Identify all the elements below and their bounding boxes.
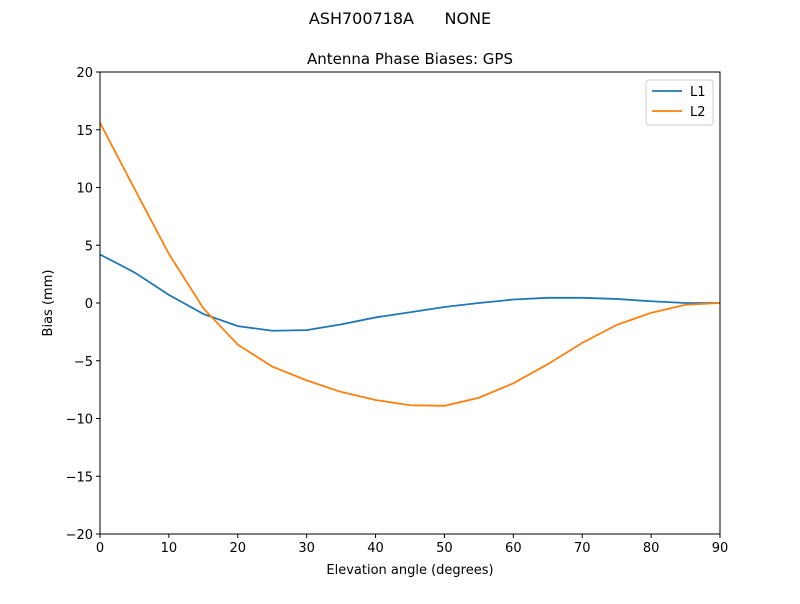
x-tick-label: 80 bbox=[643, 541, 660, 556]
x-tick-label: 50 bbox=[436, 541, 453, 556]
series-line-l1 bbox=[99, 253, 720, 332]
x-axis-label: Elevation angle (degrees) bbox=[326, 563, 493, 578]
y-tick-label: 0 bbox=[85, 297, 93, 312]
series-line-l2 bbox=[99, 122, 721, 407]
y-tick-label: −20 bbox=[66, 528, 93, 543]
x-tick-label: 20 bbox=[230, 541, 247, 556]
x-tick-label: 40 bbox=[367, 541, 384, 556]
plot-frame bbox=[99, 71, 721, 535]
y-tick-label: 10 bbox=[76, 182, 93, 197]
x-tick-label: 60 bbox=[505, 541, 522, 556]
legend-label-l1: L1 bbox=[690, 85, 706, 100]
x-tick-label: 10 bbox=[161, 541, 178, 556]
y-tick-label: 20 bbox=[76, 66, 93, 81]
y-tick-label: −5 bbox=[74, 355, 93, 370]
x-tick-label: 70 bbox=[574, 541, 591, 556]
legend-label-l2: L2 bbox=[690, 105, 706, 120]
x-tick-label: 30 bbox=[298, 541, 315, 556]
x-tick-label: 90 bbox=[712, 541, 729, 556]
chart-suptitle: ASH700718A NONE bbox=[309, 9, 491, 28]
y-axis-label: Bias (mm) bbox=[41, 270, 56, 337]
y-tick-label: 15 bbox=[76, 124, 93, 139]
x-tick-label: 0 bbox=[96, 541, 104, 556]
y-tick-label: −10 bbox=[66, 413, 93, 428]
y-tick-label: −15 bbox=[66, 470, 93, 485]
chart-title: Antenna Phase Biases: GPS bbox=[307, 50, 513, 68]
y-tick-label: 5 bbox=[85, 239, 93, 254]
